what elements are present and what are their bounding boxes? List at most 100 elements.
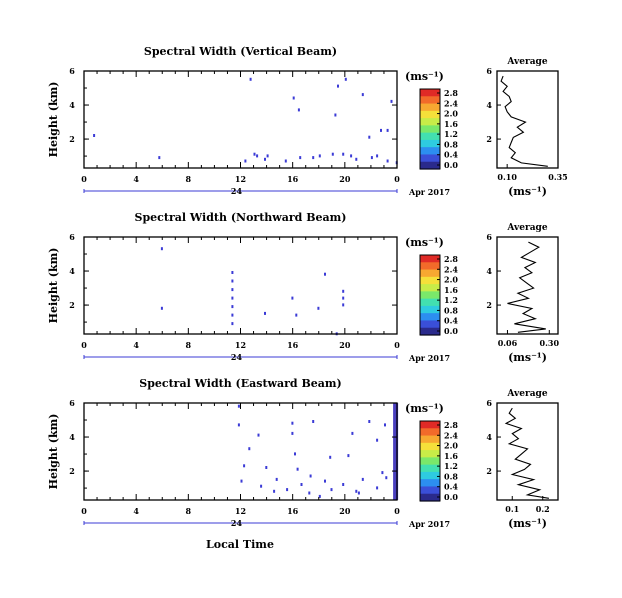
- colorbar-segment: [420, 479, 440, 488]
- average-x-tick-label: 0.30: [540, 338, 560, 348]
- data-cell: [249, 77, 252, 81]
- data-cell: [342, 483, 345, 486]
- data-cell: [296, 467, 299, 471]
- data-cell: [357, 491, 360, 495]
- colorbar-frame: [419, 254, 441, 336]
- data-cell: [291, 296, 294, 300]
- colorbar-tick-label: 0.0: [444, 326, 458, 336]
- x-tick-label: 12: [235, 174, 246, 184]
- data-cell: [324, 272, 326, 276]
- x-tick-label: 16: [287, 174, 299, 184]
- data-cell: [342, 296, 345, 300]
- colorbar-tick-label: 0.0: [444, 492, 458, 502]
- data-cell: [317, 306, 320, 310]
- plot-frame: [83, 70, 398, 169]
- y-tick-label: 4: [69, 432, 75, 442]
- data-cell: [244, 159, 247, 163]
- colorbar-segment: [420, 262, 440, 271]
- colorbar-segment: [420, 450, 440, 458]
- day-label: 24: [231, 518, 243, 528]
- data-cell: [347, 454, 350, 458]
- colorbar-segment: [420, 442, 440, 451]
- colorbar-segment: [420, 327, 440, 336]
- data-cell: [273, 489, 276, 493]
- average-title: Average: [506, 223, 547, 233]
- panel-title: Spectral Width (Eastward Beam): [139, 377, 341, 390]
- data-cell: [264, 157, 266, 161]
- x-tick-label: 0: [394, 340, 400, 350]
- data-cell: [342, 289, 345, 293]
- colorbar-segment: [420, 291, 440, 300]
- colorbar-segment: [420, 320, 440, 329]
- average-x-tick-label: 0.2: [536, 504, 550, 514]
- colorbar-segment: [420, 471, 440, 480]
- y-tick-label: 6: [69, 66, 75, 76]
- colorbar-tick-label: 2.4: [444, 430, 458, 440]
- x-tick-label: 4: [133, 174, 139, 184]
- data-cell: [309, 474, 312, 478]
- data-cell: [385, 476, 388, 480]
- colorbar-tick-label: 1.6: [444, 119, 458, 129]
- x-tick-label: 8: [186, 506, 192, 516]
- y-tick-label: 4: [69, 266, 75, 276]
- date-label: Apr 2017: [408, 187, 450, 197]
- plot-frame: [83, 402, 398, 501]
- data-cell: [266, 154, 269, 158]
- data-cell: [160, 306, 163, 310]
- data-cell: [368, 135, 371, 139]
- data-cell: [294, 452, 296, 456]
- average-y-tick-label: 6: [486, 398, 492, 408]
- data-cell: [337, 84, 339, 88]
- colorbar-segment: [420, 110, 440, 119]
- colorbar-segment: [420, 464, 440, 473]
- colorbar-tick-label: 2.4: [444, 98, 458, 108]
- data-cell: [237, 404, 240, 408]
- data-cell: [231, 279, 234, 283]
- data-cell: [160, 247, 163, 251]
- colorbar-frame: [419, 420, 441, 502]
- colorbar-segment: [420, 96, 440, 105]
- data-cell: [292, 96, 295, 100]
- colorbar-tick-label: 2.8: [444, 254, 458, 264]
- date-label: Apr 2017: [408, 353, 450, 363]
- colorbar-tick-label: 1.2: [444, 461, 458, 471]
- data-cell: [248, 447, 251, 451]
- data-cell: [231, 313, 234, 317]
- plot-frame: [83, 236, 398, 335]
- colorbar-segment: [420, 313, 440, 322]
- date-label: Apr 2017: [408, 519, 450, 529]
- colorbar-tick-label: 0.4: [444, 316, 458, 326]
- data-cell: [350, 154, 353, 158]
- colorbar-segment: [420, 118, 440, 126]
- colorbar-unit-label: (ms⁻¹): [405, 402, 444, 415]
- colorbar-segment: [420, 154, 440, 163]
- data-cell: [351, 431, 354, 435]
- x-tick-label: 8: [186, 174, 192, 184]
- data-cell: [231, 322, 234, 326]
- y-tick-label: 4: [69, 100, 75, 110]
- data-cell: [342, 303, 345, 307]
- y-tick-label: 2: [69, 466, 75, 476]
- average-title: Average: [506, 57, 547, 67]
- colorbar-tick-label: 0.4: [444, 482, 458, 492]
- average-frame: [496, 70, 559, 169]
- colorbar-segment: [420, 421, 440, 429]
- x-axis-label: Local Time: [206, 538, 274, 551]
- colorbar-segment: [420, 305, 440, 314]
- colorbar-tick-label: 0.0: [444, 160, 458, 170]
- data-cell: [299, 156, 302, 160]
- data-cell: [231, 288, 234, 292]
- colorbar-segment: [420, 284, 440, 292]
- data-cell: [370, 156, 373, 160]
- data-cell: [324, 479, 326, 483]
- average-x-tick-label: 0.10: [497, 172, 517, 182]
- data-cell: [312, 420, 315, 423]
- data-cell: [376, 154, 379, 158]
- data-cell: [265, 466, 268, 469]
- average-profile-line: [507, 241, 546, 333]
- colorbar-tick-label: 2.0: [444, 275, 458, 285]
- x-tick-label: 0: [81, 340, 87, 350]
- data-cell: [291, 431, 294, 435]
- data-cell: [308, 491, 311, 495]
